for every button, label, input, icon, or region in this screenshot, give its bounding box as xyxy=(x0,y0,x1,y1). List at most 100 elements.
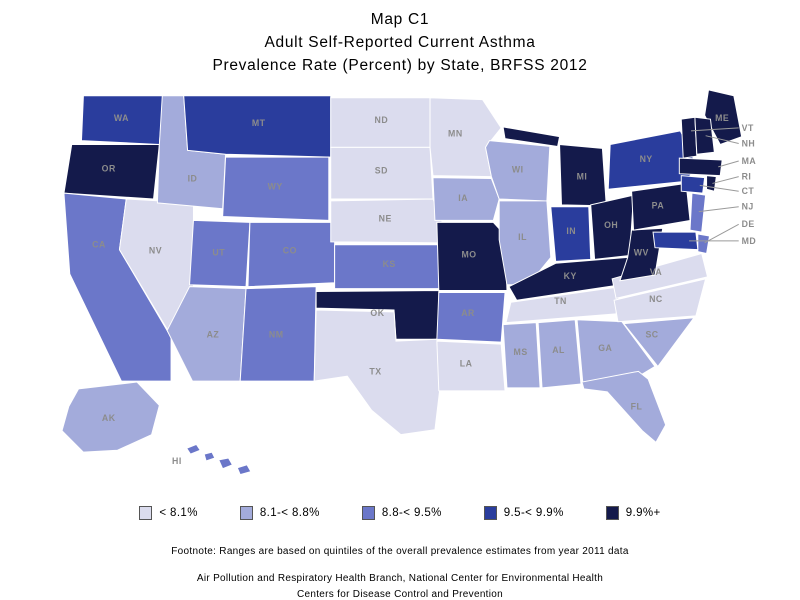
legend-label-1: < 8.1% xyxy=(159,507,198,519)
state-wv xyxy=(619,227,664,282)
state-label-id: ID xyxy=(188,173,198,183)
state-label-nh: NH xyxy=(742,138,756,148)
state-label-nd: ND xyxy=(375,115,389,125)
title-block: Map C1 Adult Self-Reported Current Asthm… xyxy=(0,8,800,77)
state-label-tn: TN xyxy=(554,296,567,306)
legend-label-2: 8.1-< 8.8% xyxy=(259,507,320,519)
state-label-al: AL xyxy=(552,345,565,355)
state-label-va: VA xyxy=(650,267,663,277)
state-label-az: AZ xyxy=(207,329,220,339)
state-ar xyxy=(436,291,506,343)
state-label-ca: CA xyxy=(92,240,106,250)
leader-line-ct xyxy=(699,184,739,192)
state-label-pa: PA xyxy=(652,201,665,211)
state-tx xyxy=(313,309,442,436)
state-label-ri: RI xyxy=(742,172,752,182)
leader-line-nh xyxy=(705,135,739,144)
state-nj xyxy=(689,192,707,233)
state-in xyxy=(550,206,592,262)
state-label-nm: NM xyxy=(269,329,284,339)
legend-item-2: 8.1-< 8.8% xyxy=(239,506,320,520)
legend-item-5: 9.9%+ xyxy=(605,506,661,520)
state-label-wv: WV xyxy=(634,247,649,257)
state-vt xyxy=(680,116,698,159)
legend-swatch-3 xyxy=(361,506,375,520)
leader-line-ri xyxy=(712,176,739,184)
legend-swatch-4 xyxy=(483,506,497,520)
state-pa xyxy=(631,182,691,231)
state-label-oh: OH xyxy=(604,220,618,230)
state-tn xyxy=(505,286,622,324)
state-md xyxy=(652,231,699,251)
state-or xyxy=(63,143,160,200)
state-hi xyxy=(203,451,216,462)
legend-item-4: 9.5-< 9.9% xyxy=(483,506,564,520)
state-la xyxy=(436,340,506,392)
state-label-wi: WI xyxy=(512,165,524,175)
state-nh xyxy=(694,116,715,155)
state-mt xyxy=(183,95,332,158)
state-ia xyxy=(432,177,500,221)
state-label-ok: OK xyxy=(370,308,384,318)
state-label-de: DE xyxy=(742,219,755,229)
state-va xyxy=(611,252,709,299)
state-label-mn: MN xyxy=(448,129,463,139)
state-label-or: OR xyxy=(102,164,116,174)
state-label-wa: WA xyxy=(114,113,129,123)
state-label-fl: FL xyxy=(631,401,643,411)
state-ms xyxy=(502,322,541,389)
state-label-ia: IA xyxy=(458,193,468,203)
state-fl xyxy=(581,370,667,444)
state-label-mo: MO xyxy=(461,249,476,259)
state-hi xyxy=(185,443,202,455)
state-label-nc: NC xyxy=(649,294,663,304)
legend-swatch-2 xyxy=(239,506,253,520)
state-label-wy: WY xyxy=(268,181,283,191)
state-ga xyxy=(576,319,656,385)
state-label-ak: AK xyxy=(102,413,116,423)
state-label-co: CO xyxy=(283,246,297,256)
legend-item-1: < 8.1% xyxy=(139,506,198,520)
state-wi xyxy=(485,140,551,202)
map-title-line-2: Adult Self-Reported Current Asthma xyxy=(264,34,536,51)
state-az xyxy=(166,286,247,382)
state-label-ga: GA xyxy=(598,343,612,353)
state-shapes-layer xyxy=(61,89,743,476)
state-label-ar: AR xyxy=(461,308,475,318)
credits-block: Air Pollution and Respiratory Health Bra… xyxy=(0,571,800,600)
map-title-line-1: Map C1 xyxy=(370,11,430,28)
state-label-il: IL xyxy=(518,232,527,242)
state-label-ky: KY xyxy=(564,271,577,281)
state-label-sd: SD xyxy=(375,166,388,176)
state-label-ms: MS xyxy=(514,347,528,357)
state-sc xyxy=(622,317,695,368)
state-label-mt: MT xyxy=(252,118,266,128)
state-de xyxy=(697,233,711,255)
state-ct xyxy=(680,175,706,194)
state-ut xyxy=(189,219,251,288)
footnote: Footnote: Ranges are based on quintiles … xyxy=(171,546,629,557)
leader-line-vt xyxy=(690,127,739,132)
state-label-hi: HI xyxy=(172,456,182,466)
state-label-nj: NJ xyxy=(742,202,754,212)
state-hi xyxy=(218,457,234,470)
state-label-me: ME xyxy=(715,113,729,123)
state-label-ny: NY xyxy=(640,154,653,164)
state-ak xyxy=(61,381,160,453)
state-label-md: MD xyxy=(742,236,757,246)
state-label-mi: MI xyxy=(577,172,588,182)
legend-label-4: 9.5-< 9.9% xyxy=(503,507,564,519)
leader-line-nj xyxy=(698,206,739,213)
legend-swatch-1 xyxy=(139,506,153,520)
leader-line-ma xyxy=(718,160,739,168)
credit-line-1: Air Pollution and Respiratory Health Bra… xyxy=(196,573,604,584)
state-label-vt: VT xyxy=(742,123,754,133)
state-label-ks: KS xyxy=(383,259,396,269)
state-label-ut: UT xyxy=(212,247,225,257)
state-hi xyxy=(236,464,252,476)
state-wy xyxy=(222,156,330,221)
state-label-ct: CT xyxy=(742,186,755,196)
state-label-la: LA xyxy=(460,358,473,368)
state-al xyxy=(537,319,582,389)
